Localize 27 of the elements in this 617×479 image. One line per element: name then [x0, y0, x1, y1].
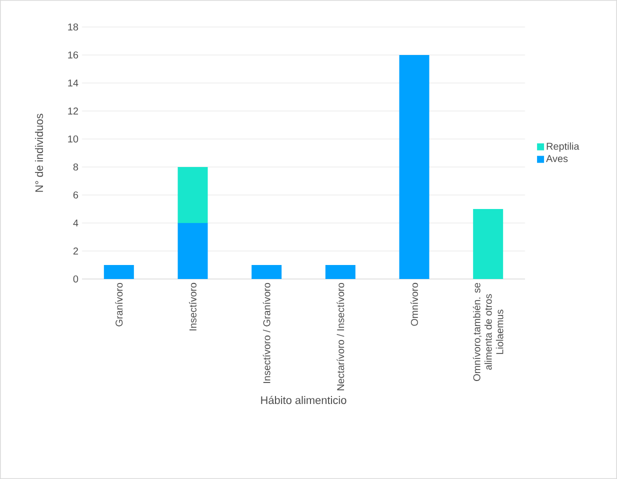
x-axis-title: Hábito alimenticio [261, 396, 346, 404]
bar [473, 209, 504, 279]
legend-label: Aves [546, 155, 568, 162]
x-tick-label: Granívoro [115, 282, 123, 326]
y-tick-label: 12 [68, 108, 78, 114]
y-axis-title: N° de individuos [34, 114, 44, 192]
y-tick-label: 10 [68, 135, 78, 143]
y-tick-label: 18 [68, 23, 78, 31]
x-tick-label: Nectarívoro / Insectívoro [336, 282, 344, 390]
bar [325, 265, 356, 279]
bar [399, 54, 430, 279]
bar [178, 167, 208, 223]
x-tick-label: Insectívoro [189, 282, 196, 330]
y-tick-label: 8 [73, 163, 78, 171]
bar [104, 265, 134, 279]
bar [252, 265, 282, 279]
y-tick-label: 2 [73, 248, 78, 254]
bar [178, 223, 208, 279]
y-tick-label: 0 [73, 275, 78, 283]
legend-label: Reptilia [546, 142, 580, 152]
y-tick-label: 14 [68, 80, 78, 86]
x-tick-label: Omnívoro,también. se alimenta de otros Liolaemus [472, 282, 504, 381]
y-tick-label: 16 [68, 51, 78, 59]
y-tick-label: 6 [73, 191, 78, 199]
x-tick-label: Insectívoro / Granívoro [262, 282, 270, 383]
y-tick-label: 4 [73, 220, 78, 226]
x-tick-label: Omnívoro [410, 282, 418, 326]
